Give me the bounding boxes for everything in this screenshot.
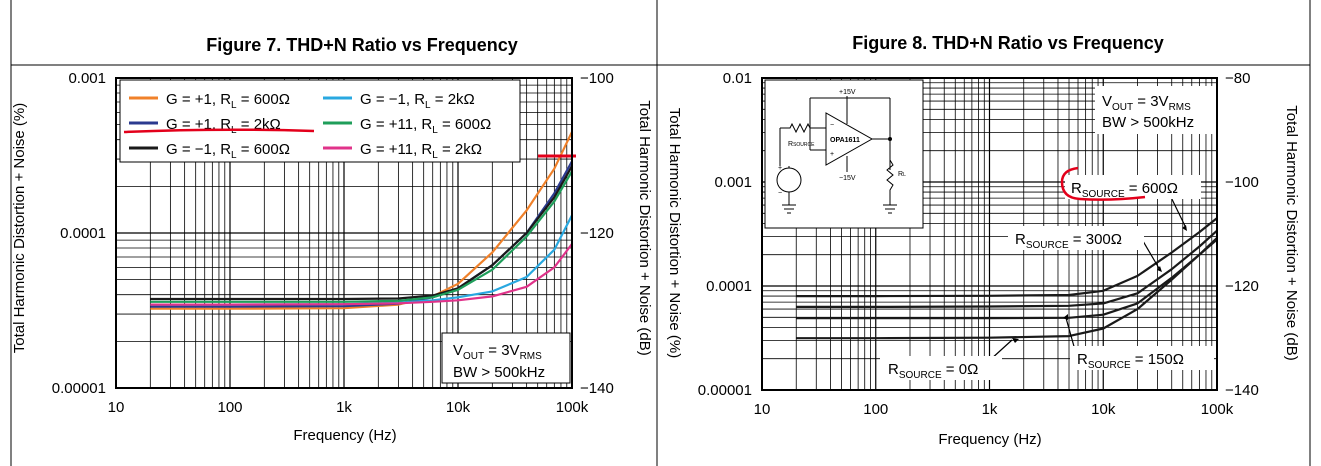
- figure-7-title: Figure 7. THD+N Ratio vs Frequency: [206, 35, 518, 55]
- y2-tick-label: −140: [1225, 382, 1259, 399]
- series-label: RSOURCE = 300Ω: [1015, 231, 1122, 251]
- y2-tick-label: −120: [1225, 278, 1259, 295]
- red-markup-bracket: [1060, 166, 1146, 201]
- red-markup-underline: [123, 128, 315, 134]
- svg-text:+: +: [830, 151, 834, 158]
- y-tick-label: 0.001: [714, 174, 752, 191]
- figure-7-tick-labels: 10 100 1k 10k 100k 0.00001 0.0001 0.001 …: [52, 70, 614, 416]
- legend-entry: G = +1, RL = 600Ω: [166, 91, 290, 111]
- op-amp-symbol: [825, 112, 874, 166]
- y-tick-label: 0.00001: [698, 382, 752, 399]
- figure-7-series: [150, 131, 573, 310]
- series-line: [150, 243, 573, 306]
- page-frame: [10, 0, 1311, 466]
- legend-entry: G = +11, RL = 600Ω: [360, 116, 491, 136]
- series-label: RSOURCE = 0Ω: [888, 361, 978, 381]
- x-tick-label: 100k: [556, 399, 589, 416]
- y-tick-label: 0.00001: [52, 380, 106, 397]
- figure-8-annotation: VOUT = 3VRMS BW > 500kHz: [1095, 86, 1217, 134]
- svg-text:−: −: [778, 190, 782, 197]
- figure-7-plot-frame: [115, 77, 573, 389]
- y-tick-label: 0.01: [723, 70, 752, 87]
- series-label: RSOURCE = 600Ω: [1071, 180, 1178, 200]
- series-line: [150, 165, 573, 301]
- y2-tick-label: −100: [580, 70, 614, 87]
- svg-text:RL: RL: [898, 171, 906, 178]
- series-line: [150, 170, 573, 303]
- y-axis-label: Total Harmonic Distortion + Noise (%): [666, 108, 683, 359]
- figure-7-legend: G = +1, RL = 600Ω G = +1, RL = 2kΩ G = −…: [119, 79, 521, 163]
- y2-axis-label: Total Harmonic Distortion + Noise (dB): [1283, 105, 1300, 361]
- figure-8-series: [796, 217, 1218, 340]
- x-tick-label: 100: [863, 401, 888, 418]
- series-line: [150, 131, 573, 310]
- series-line: [796, 238, 1218, 340]
- figure-8-callout-leaders: [989, 190, 1187, 361]
- circuit-inset: +15V −15V OPA1611 RSOURCE RL + − + −: [764, 79, 924, 229]
- x-tick-label: 10: [754, 401, 771, 418]
- x-tick-label: 10: [108, 399, 125, 416]
- y-tick-label: 0.001: [68, 70, 106, 87]
- x-tick-label: 10k: [446, 399, 471, 416]
- figure-8-series-labels: RSOURCE = 600Ω RSOURCE = 300Ω RSOURCE = …: [880, 175, 1214, 381]
- y2-tick-label: −120: [580, 225, 614, 242]
- y2-tick-label: −80: [1225, 70, 1250, 87]
- series-label: RSOURCE = 150Ω: [1077, 351, 1184, 371]
- svg-text:BW > 500kHz: BW > 500kHz: [1102, 114, 1194, 131]
- svg-text:VOUT = 3VRMS: VOUT = 3VRMS: [453, 342, 542, 362]
- svg-text:+15V: +15V: [839, 89, 856, 96]
- y-axis-label: Total Harmonic Distortion + Noise (%): [11, 103, 28, 354]
- svg-text:RSOURCE: RSOURCE: [788, 141, 815, 148]
- legend-entry: G = −1, RL = 2kΩ: [360, 91, 475, 111]
- y2-tick-label: −100: [1225, 174, 1259, 191]
- y2-tick-label: −140: [580, 380, 614, 397]
- x-tick-label: 100: [217, 399, 242, 416]
- legend-entry: G = −1, RL = 600Ω: [166, 141, 290, 161]
- series-line: [796, 217, 1218, 298]
- x-axis-label: Frequency (Hz): [293, 427, 396, 444]
- x-tick-label: 10k: [1091, 401, 1116, 418]
- figure-8-tick-labels: 10 100 1k 10k 100k 0.00001 0.0001 0.001 …: [698, 70, 1259, 418]
- svg-text:VOUT = 3VRMS: VOUT = 3VRMS: [1102, 93, 1191, 113]
- series-line: [796, 229, 1218, 308]
- svg-text:OPA1611: OPA1611: [830, 137, 860, 144]
- figure-8: Figure 8. THD+N Ratio vs Frequency 10 10…: [666, 33, 1300, 448]
- svg-text:BW > 500kHz: BW > 500kHz: [453, 364, 545, 381]
- figure-8-plot-frame: [761, 77, 1218, 391]
- svg-text:+: +: [778, 165, 782, 172]
- y-tick-label: 0.0001: [60, 225, 106, 242]
- x-tick-label: 100k: [1201, 401, 1234, 418]
- y2-axis-label: Total Harmonic Distortion + Noise (dB): [636, 100, 653, 356]
- figure-7-annotation: VOUT = 3VRMS BW > 500kHz: [441, 332, 571, 384]
- figure-7: Figure 7. THD+N Ratio vs Frequency 10 10…: [11, 35, 653, 444]
- y-tick-label: 0.0001: [706, 278, 752, 295]
- x-axis-label: Frequency (Hz): [938, 431, 1041, 448]
- x-tick-label: 1k: [336, 399, 352, 416]
- figure-8-title: Figure 8. THD+N Ratio vs Frequency: [852, 33, 1164, 53]
- legend-entry: G = +11, RL = 2kΩ: [360, 141, 482, 161]
- svg-text:−15V: −15V: [839, 175, 856, 182]
- svg-text:−: −: [830, 122, 834, 129]
- x-tick-label: 1k: [982, 401, 998, 418]
